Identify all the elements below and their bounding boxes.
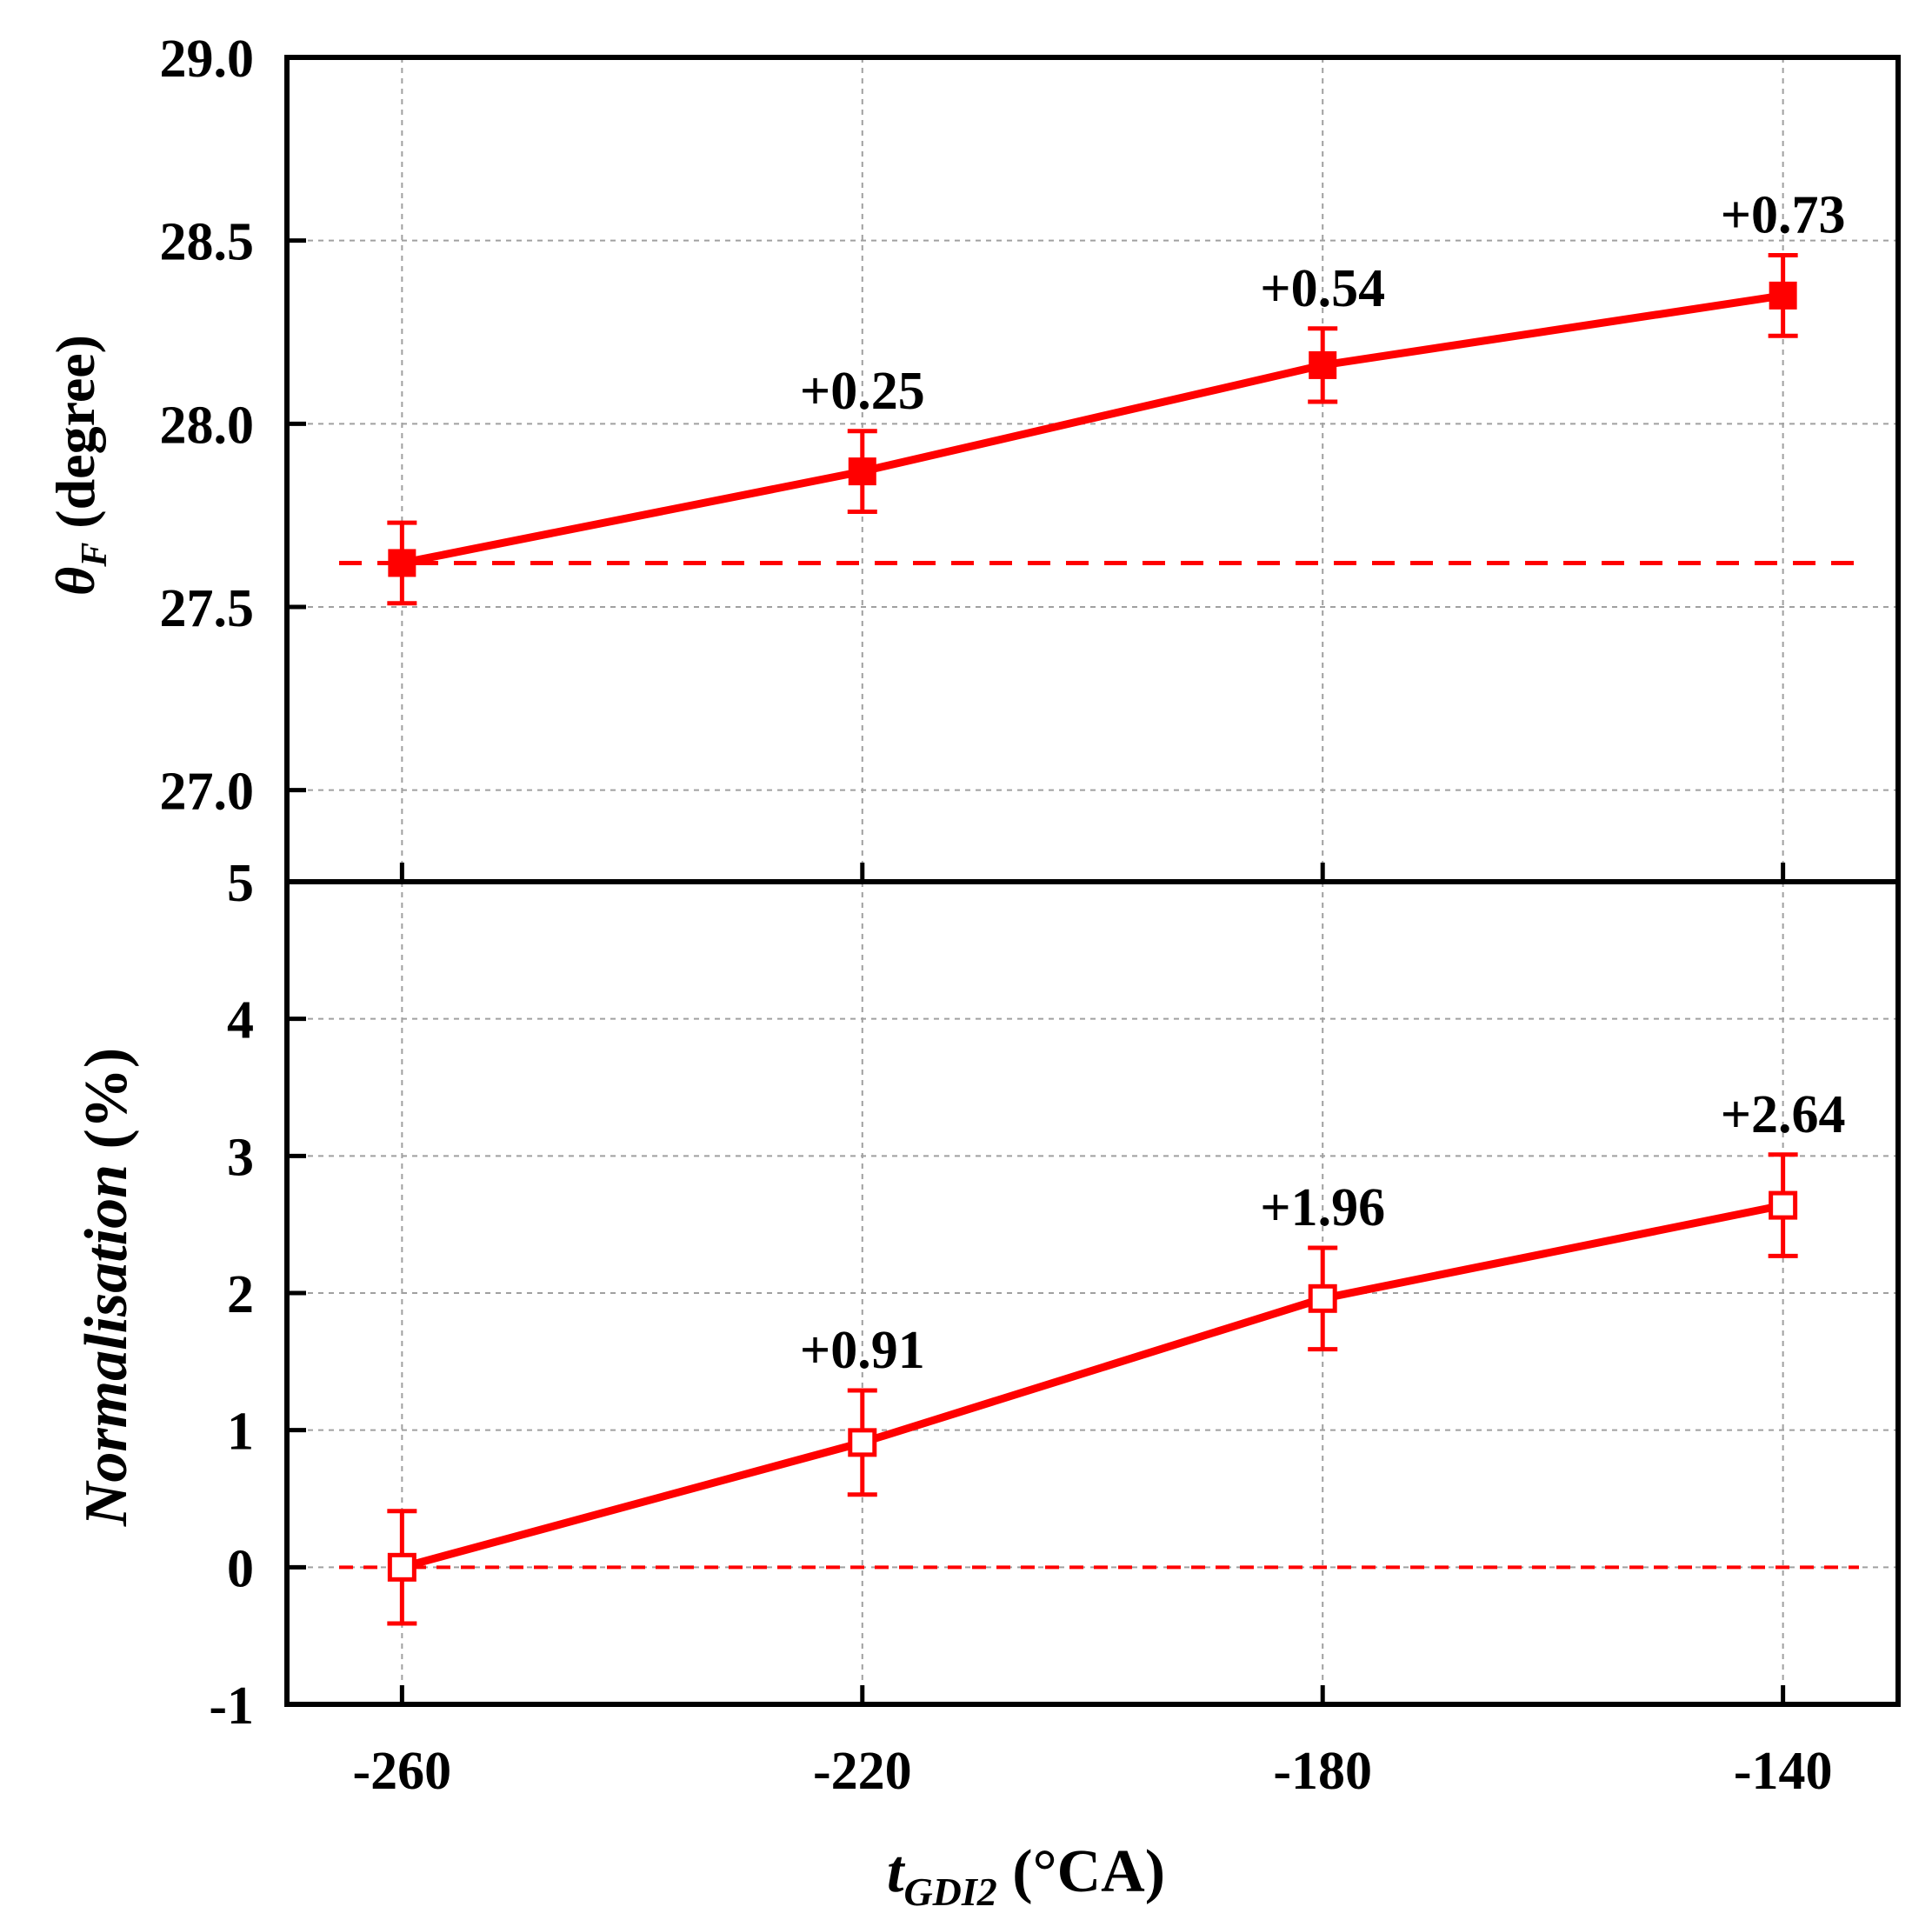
x-tick-label: -220 bbox=[813, 1742, 912, 1801]
axis-labels: 27.0 27.5 28.0 28.5 29.0 +0.25 +0.54 +0.73 -1 0 1 2… bbox=[160, 30, 1846, 1801]
bottom-y-axis-label: Normalisation (%) bbox=[73, 1048, 140, 1527]
bottom-y-tick-label: 1 bbox=[227, 1403, 254, 1462]
top-data-label: +0.25 bbox=[800, 362, 925, 421]
axes-frames bbox=[284, 55, 1901, 1707]
x-tick-label: -260 bbox=[353, 1742, 452, 1801]
top-data-label: +0.54 bbox=[1260, 259, 1385, 318]
top-y-tick-label: 28.0 bbox=[160, 396, 255, 455]
bottom-series-line bbox=[401, 1201, 1784, 1571]
bottom-data-point bbox=[387, 1552, 416, 1582]
top-axes-frame bbox=[284, 55, 1901, 884]
top-series bbox=[387, 253, 1798, 606]
top-y-tick-label: 27.5 bbox=[160, 579, 255, 638]
bottom-y-tick-label: 0 bbox=[227, 1539, 254, 1598]
top-series-line bbox=[401, 291, 1784, 567]
x-axis-label: tGDI2 (°CA) bbox=[887, 1838, 1165, 1914]
top-data-point bbox=[848, 457, 876, 486]
top-data-label: +0.73 bbox=[1721, 186, 1846, 245]
bottom-grid bbox=[287, 882, 1898, 1704]
axis-ticks bbox=[287, 55, 1786, 1707]
bottom-y-tick-label: 4 bbox=[227, 991, 254, 1050]
x-tick-label: -180 bbox=[1273, 1742, 1372, 1801]
top-y-tick-label: 28.5 bbox=[160, 213, 255, 272]
top-data-point bbox=[388, 549, 416, 577]
bottom-series bbox=[387, 1152, 1798, 1626]
bottom-data-label: +0.91 bbox=[800, 1321, 925, 1380]
bottom-data-point bbox=[1308, 1283, 1337, 1313]
bottom-data-point bbox=[1769, 1190, 1798, 1220]
bottom-data-label: +1.96 bbox=[1260, 1178, 1385, 1237]
top-y-tick-label: 29.0 bbox=[160, 30, 255, 89]
top-grid bbox=[287, 57, 1898, 882]
bottom-data-label: +2.64 bbox=[1721, 1085, 1846, 1144]
top-data-point bbox=[1769, 281, 1797, 310]
top-y-tick-label: 27.0 bbox=[160, 763, 255, 822]
bottom-y-tick-label: 2 bbox=[227, 1265, 254, 1324]
bottom-y-tick-label: 3 bbox=[227, 1128, 254, 1187]
bottom-data-point bbox=[848, 1428, 877, 1457]
top-data-point bbox=[1309, 350, 1337, 379]
bottom-y-tick-label: -1 bbox=[209, 1677, 254, 1736]
x-tick-label: -140 bbox=[1734, 1742, 1833, 1801]
bottom-y-tick-label: 5 bbox=[227, 854, 254, 913]
top-y-axis-label: θF (degree) bbox=[44, 335, 115, 596]
